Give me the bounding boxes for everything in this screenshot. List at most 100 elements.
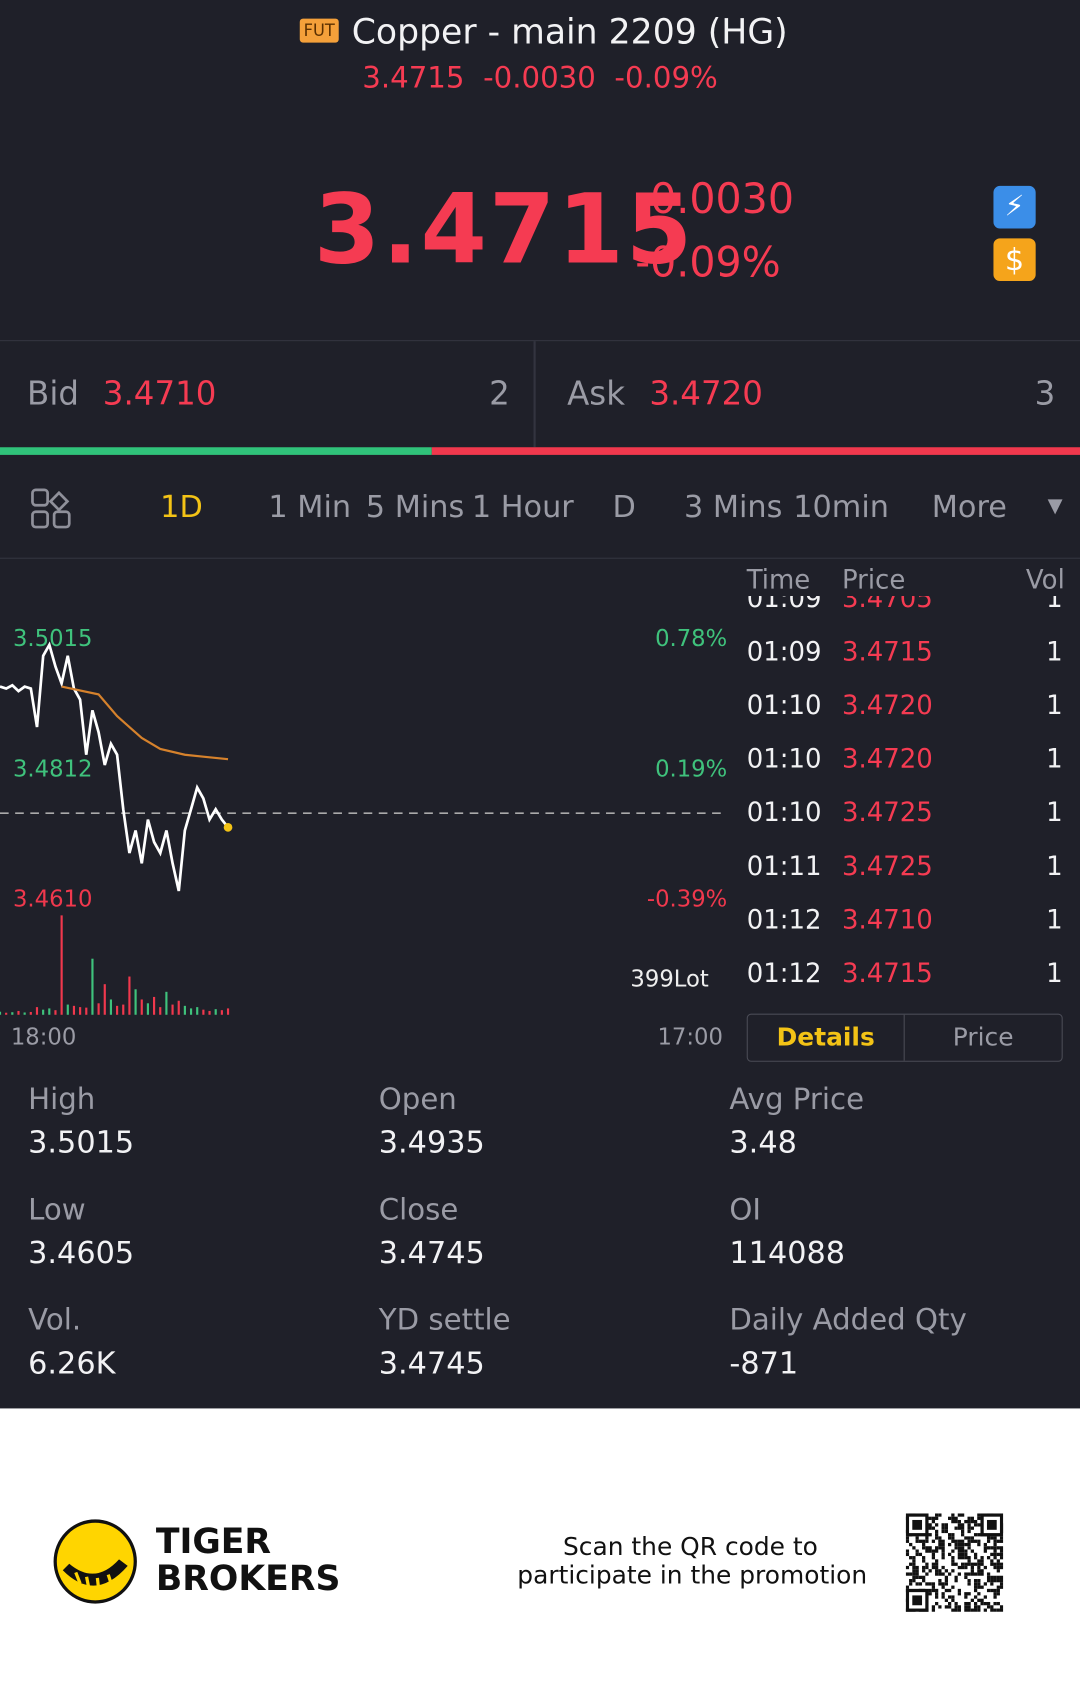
qr-cell — [925, 1539, 929, 1543]
stat-label: Close — [378, 1193, 459, 1227]
chart: 3.5015 0.78% 3.4812 0.19% 3.4610 -0.39% 399Lot… — [0, 626, 728, 1050]
qr-cell — [941, 1565, 945, 1570]
qr-cell — [931, 1556, 936, 1560]
qr-cell — [977, 1542, 981, 1547]
qr-cell — [970, 1549, 974, 1553]
qr-cell — [986, 1556, 991, 1560]
qr-cell — [935, 1536, 939, 1540]
qr-cell — [996, 1579, 1000, 1583]
qr-cell — [941, 1595, 945, 1599]
qr-cell — [977, 1585, 981, 1589]
qr-cell — [970, 1536, 974, 1540]
qr-cell — [980, 1556, 984, 1560]
trade-row: 01:09 3.4715 1 — [747, 636, 1072, 690]
qr-cell — [964, 1556, 968, 1560]
qr-cell — [925, 1546, 929, 1550]
qr-cell — [960, 1523, 965, 1527]
qr-cell — [993, 1546, 997, 1550]
qr-cell — [935, 1572, 939, 1576]
qr-cell — [980, 1598, 984, 1602]
stat-label: OI — [729, 1193, 762, 1227]
qr-cell — [964, 1565, 968, 1570]
stat-label: Low — [28, 1193, 86, 1227]
qr-cell — [905, 1585, 910, 1589]
timeframe-tab[interactable]: 1 Min — [268, 488, 352, 525]
timeframe-tab[interactable]: 1D — [160, 488, 203, 525]
qr-cell — [983, 1595, 987, 1599]
qr-cell — [993, 1556, 997, 1560]
qr-cell — [954, 1579, 958, 1583]
qr-cell — [915, 1539, 919, 1543]
volume-bar — [72, 1005, 76, 1015]
stat-label: High — [28, 1082, 96, 1117]
qr-cell — [967, 1546, 971, 1550]
qr-cell — [996, 1546, 1000, 1550]
timeframe-tab[interactable]: D — [612, 488, 636, 525]
qr-cell — [977, 1579, 981, 1583]
volume-bar — [23, 1012, 26, 1015]
qr-cell — [954, 1516, 958, 1520]
trade-row: 01:10 3.4720 1 — [747, 690, 1072, 744]
qr-cell — [990, 1536, 994, 1540]
qr-cell — [918, 1575, 923, 1580]
trade-price: 3.4715 — [841, 957, 933, 989]
layout-icon[interactable] — [30, 488, 73, 530]
qr-cell — [957, 1542, 961, 1547]
volume-bar — [196, 1007, 199, 1015]
big-change: -0.0030 — [635, 174, 794, 224]
stat-value: 6.26K — [28, 1345, 116, 1382]
qr-cell — [973, 1608, 978, 1612]
qr-cell — [993, 1536, 997, 1540]
timeframe-tab[interactable]: More — [931, 488, 1007, 525]
volume-bar — [91, 958, 94, 1015]
timeframe-tab[interactable]: 3 Mins — [683, 488, 783, 525]
qr-cell — [964, 1519, 968, 1524]
dollar-icon[interactable]: $ — [993, 238, 1036, 282]
tab-details[interactable]: Details — [776, 1023, 875, 1052]
qr-cell — [944, 1605, 949, 1609]
volume-bar — [48, 1008, 51, 1015]
timeframe-tab[interactable]: 1 Hour — [471, 488, 574, 525]
stat-label: Vol. — [28, 1303, 82, 1338]
qr-cell — [970, 1562, 974, 1566]
qr-cell — [996, 1559, 1000, 1563]
divider — [0, 557, 1080, 559]
pct-label: -0.39% — [647, 886, 727, 912]
qr-cell — [999, 1582, 1004, 1586]
timeframe-tab[interactable]: 5 Mins — [365, 488, 465, 525]
qr-cell — [954, 1519, 958, 1524]
qr-cell — [954, 1605, 958, 1609]
volume-bar — [122, 1004, 125, 1015]
qr-cell — [951, 1608, 955, 1612]
tab-price[interactable]: Price — [952, 1023, 1014, 1052]
more-arrow[interactable]: ▼ — [1047, 494, 1063, 518]
qr-cell — [996, 1575, 1000, 1580]
qr-cell — [922, 1539, 926, 1543]
promo-line: participate in the promotion — [517, 1561, 868, 1590]
trade-vol: 1 — [1046, 957, 1063, 989]
qr-cell — [964, 1542, 968, 1547]
timeframe-tab[interactable]: 10min — [793, 488, 889, 525]
trade-vol: 1 — [1046, 595, 1063, 614]
qr-cell — [912, 1519, 923, 1530]
qr-cell — [980, 1572, 984, 1576]
flash-icon[interactable]: ⚡ — [993, 185, 1036, 229]
qr-cell — [960, 1565, 965, 1570]
qr-cell — [999, 1565, 1004, 1570]
qr-cell — [954, 1546, 958, 1550]
qr-cell — [909, 1572, 913, 1576]
qr-code — [905, 1513, 1004, 1612]
trade-time: 01:12 — [746, 957, 822, 989]
qr-cell — [970, 1565, 974, 1570]
ask-size: 3 — [1034, 375, 1056, 414]
x-label: 18:00 — [11, 1024, 76, 1050]
qr-cell — [915, 1536, 919, 1540]
qr-cell — [957, 1526, 961, 1530]
stat-value: 3.4745 — [378, 1234, 485, 1271]
qr-cell — [928, 1569, 932, 1573]
qr-cell — [964, 1601, 968, 1606]
qr-cell — [960, 1562, 965, 1566]
qr-cell — [967, 1572, 971, 1576]
trade-vol: 1 — [1046, 797, 1063, 828]
trade-tabs: Details Price — [746, 1013, 1063, 1062]
